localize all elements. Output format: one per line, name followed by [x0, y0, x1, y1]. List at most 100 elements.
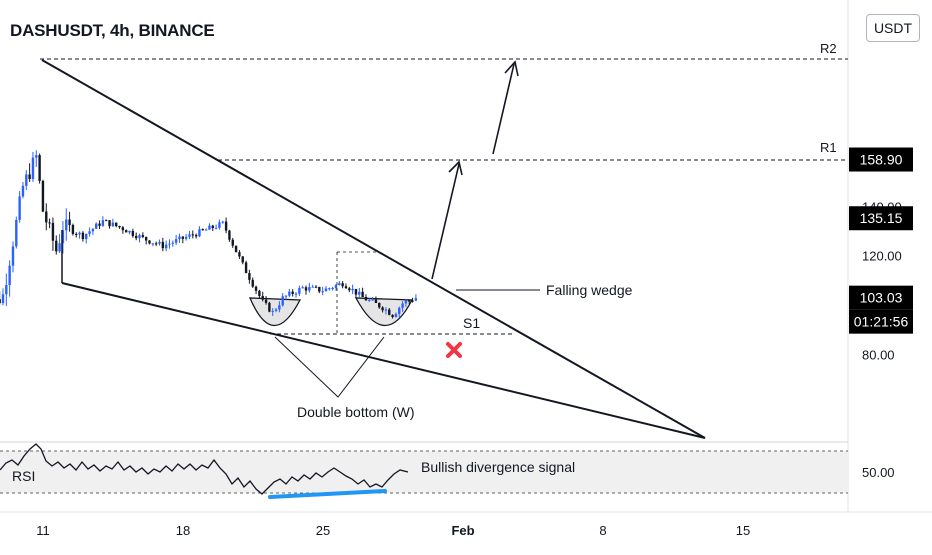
- candle-body: [351, 288, 354, 291]
- candle-body: [244, 262, 248, 274]
- candle-body: [284, 295, 288, 297]
- candle-body: [298, 288, 301, 294]
- x-tick-label: 18: [176, 523, 190, 538]
- candle-body: [394, 313, 398, 318]
- price-label-r1: 135.15: [860, 210, 903, 226]
- rsi-divergence-line[interactable]: [268, 489, 387, 499]
- candle-body: [241, 256, 244, 263]
- price-label-r2-box: [849, 147, 913, 172]
- candle-body: [15, 219, 18, 247]
- price-label-r2: 158.90: [860, 152, 903, 168]
- candle-body: [258, 290, 261, 297]
- candle-body: [51, 222, 55, 241]
- candle-body: [344, 286, 348, 289]
- candle-body: [391, 314, 394, 318]
- candle-body: [204, 229, 208, 231]
- candle-body: [274, 309, 278, 311]
- candle-body: [251, 279, 254, 287]
- candle-body: [301, 287, 304, 289]
- candle-body: [25, 174, 28, 186]
- x-tick-label: 25: [316, 523, 330, 538]
- target-arrow-1-head: [448, 160, 463, 176]
- candle-body: [81, 232, 85, 240]
- s1-label: S1: [463, 315, 480, 331]
- candle-body: [61, 230, 65, 244]
- price-label-last: 103.03: [860, 290, 903, 306]
- x-tick-label: 8: [599, 523, 606, 538]
- candle-body: [291, 291, 294, 294]
- candle-body: [304, 287, 308, 291]
- candle-body: [108, 220, 111, 227]
- candle-body: [401, 303, 404, 308]
- candle-body: [334, 285, 338, 288]
- candle-body: [31, 157, 35, 180]
- candle-body: [134, 235, 138, 239]
- candle-body: [378, 302, 381, 308]
- candle-body: [21, 185, 25, 197]
- candle-body: [174, 239, 178, 243]
- candle-body: [324, 288, 328, 292]
- candle-body: [201, 229, 204, 231]
- r1-tag: R1: [820, 140, 837, 155]
- candle-body: [181, 236, 184, 239]
- falling-wedge-label: Falling wedge: [546, 282, 633, 298]
- candle-body: [411, 300, 414, 302]
- invalid-cross-icon: [446, 342, 462, 358]
- candle-body: [121, 227, 125, 231]
- double-bottom-leader-lines: [274, 336, 385, 398]
- candle-body: [328, 288, 331, 290]
- candle-body: [38, 155, 41, 181]
- candle-body: [154, 243, 158, 245]
- candle-body: [218, 222, 221, 228]
- candle-body: [281, 296, 284, 306]
- candle-body: [261, 296, 264, 300]
- price-label-last-box: [849, 285, 913, 310]
- candle-body: [11, 246, 15, 266]
- candle-body: [364, 296, 368, 301]
- candle-body: [178, 236, 181, 240]
- candle-body: [338, 283, 341, 286]
- candle-body: [194, 235, 198, 237]
- candle-body: [314, 286, 318, 288]
- target-arrow-2-head: [504, 60, 519, 77]
- rsi-note-label: Bullish divergence signal: [421, 459, 575, 475]
- candle-body: [158, 241, 161, 244]
- candle-body: [45, 211, 48, 223]
- candle-body: [41, 180, 45, 212]
- candle-body: [234, 245, 238, 253]
- wedge-upper-trendline[interactable]: [41, 59, 706, 439]
- candle-body: [354, 288, 358, 295]
- candle-body: [348, 288, 351, 291]
- candle-body: [371, 299, 374, 301]
- candle-body: [331, 287, 334, 289]
- candle-body: [148, 240, 151, 244]
- candle-body: [144, 236, 148, 241]
- candle-body: [268, 302, 271, 312]
- candle-body: [361, 291, 364, 297]
- candle-body: [318, 286, 321, 292]
- x-axis: 11 18 25 Feb 8 15: [36, 523, 750, 538]
- candle-body: [118, 226, 121, 228]
- candle-body: [171, 242, 175, 244]
- candle-body: [188, 234, 191, 237]
- candle-body: [294, 293, 298, 295]
- candle-body: [208, 225, 211, 230]
- target-arrow-2-line[interactable]: [492, 63, 515, 155]
- candle-body: [151, 243, 155, 245]
- target-arrow-1-line[interactable]: [431, 163, 460, 280]
- candle-body: [238, 252, 241, 257]
- candle-body: [311, 286, 314, 288]
- candle-body: [388, 309, 391, 315]
- candle-body: [8, 265, 11, 286]
- candle-body: [111, 222, 115, 227]
- candle-body: [68, 219, 71, 226]
- currency-button[interactable]: USDT: [866, 14, 920, 42]
- wedge-lower-trendline[interactable]: [61, 282, 706, 439]
- candle-body: [58, 243, 61, 252]
- candle-body: [184, 236, 188, 239]
- x-tick-label: 15: [736, 523, 750, 538]
- candle-body: [124, 230, 128, 233]
- candle-body: [414, 298, 418, 301]
